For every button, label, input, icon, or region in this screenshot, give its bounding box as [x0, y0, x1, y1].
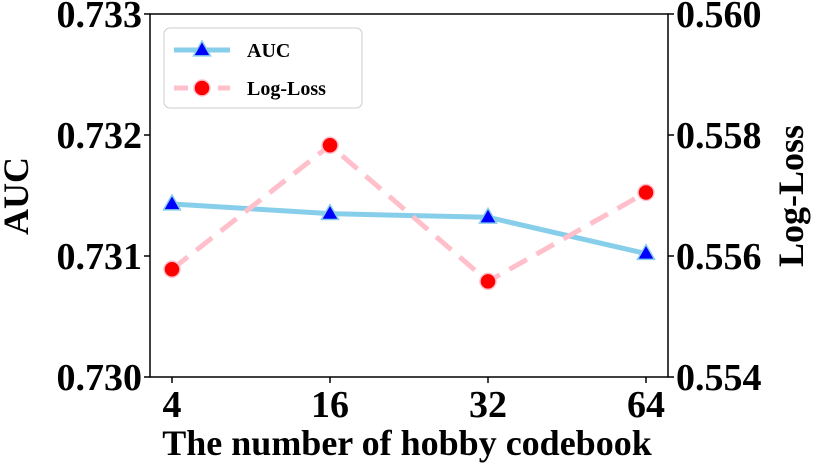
right-y-axis-label: Log-Loss	[771, 125, 811, 267]
right-y-tick-label: 0.558	[676, 115, 762, 157]
series-auc	[162, 193, 656, 261]
legend-label: AUC	[247, 40, 290, 62]
data-point	[163, 260, 181, 279]
legend: AUC Log-Loss	[163, 27, 363, 109]
data-point	[479, 272, 497, 291]
x-tick-label: 4	[163, 384, 182, 426]
legend-entry: Log-Loss	[174, 78, 326, 100]
data-point	[478, 206, 498, 224]
series-line	[170, 142, 648, 284]
x-tick-label: 64	[627, 384, 665, 426]
series-layer	[162, 136, 656, 291]
left-y-axis-label: AUC	[0, 157, 36, 235]
data-point	[321, 136, 339, 155]
left-y-tick-label: 0.730	[57, 357, 143, 399]
x-tick-label: 32	[469, 384, 507, 426]
right-y-tick-label: 0.560	[676, 0, 762, 36]
plot-frame	[149, 13, 669, 378]
right-y-axis: 0.554 0.556 0.558 0.560	[668, 0, 762, 399]
axes-frame	[149, 13, 669, 378]
data-point	[162, 193, 182, 211]
series-line	[171, 201, 647, 257]
left-y-tick-label: 0.732	[57, 115, 143, 157]
right-y-tick-label: 0.554	[676, 357, 762, 399]
data-point	[637, 183, 655, 202]
left-y-tick-label: 0.731	[57, 236, 143, 278]
x-tick-label: 16	[311, 384, 349, 426]
legend-marker	[192, 39, 212, 57]
x-axis: 4 16 32 64	[163, 377, 665, 426]
left-y-tick-label: 0.733	[57, 0, 143, 36]
right-y-tick-label: 0.556	[676, 236, 762, 278]
legend-marker	[193, 79, 211, 97]
data-point	[636, 243, 656, 261]
x-axis-label: The number of hobby codebook	[162, 423, 651, 463]
left-y-axis: 0.730 0.731 0.732 0.733	[57, 0, 150, 399]
legend-entry: AUC	[174, 39, 290, 62]
data-point	[320, 203, 340, 221]
legend-label: Log-Loss	[247, 78, 326, 100]
series-log-loss	[163, 136, 655, 291]
